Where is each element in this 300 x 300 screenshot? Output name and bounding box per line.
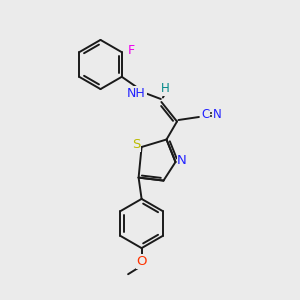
Text: O: O [136,255,147,268]
Text: C: C [201,107,210,121]
Text: S: S [132,138,140,151]
Text: NH: NH [127,87,146,100]
Text: N: N [212,107,221,121]
Text: N: N [177,154,187,167]
Text: H: H [160,82,169,95]
Text: F: F [128,44,135,57]
